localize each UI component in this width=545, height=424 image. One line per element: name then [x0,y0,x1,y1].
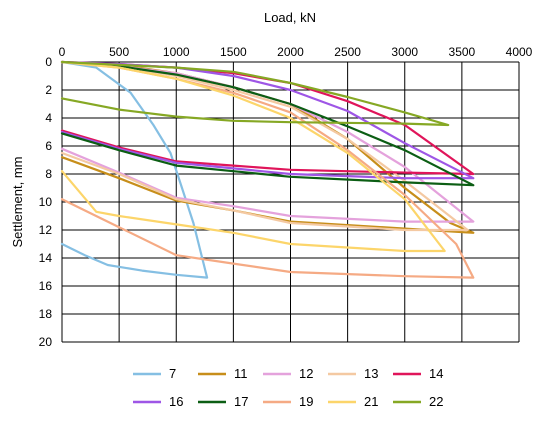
series-line-12 [60,60,475,223]
x-tick-label: 1500 [220,45,247,59]
x-tick-label: 2000 [277,45,304,59]
y-tick-label: 4 [45,111,52,125]
x-tick-label: 4000 [506,45,533,59]
legend-item-13: 13 [328,366,378,381]
x-tick-label: 1000 [163,45,190,59]
y-tick-label: 6 [45,139,52,153]
x-tick-label: 3000 [391,45,418,59]
x-tick-label: 0 [59,45,66,59]
legend-item-17: 17 [198,394,248,409]
series-line-21 [60,60,446,253]
x-tick-label: 2500 [334,45,361,59]
legend-label: 22 [429,394,443,409]
y-tick-label: 10 [39,195,53,209]
series-layer [60,60,475,279]
axis-layer: 0 500 1000 1500 2000 2500 3000 3500 4000 0 2 4 6 8 10 1… [39,45,533,349]
legend-label: 7 [169,366,176,381]
legend-item-22: 22 [393,394,443,409]
legend-item-14: 14 [393,366,443,381]
legend-item-7: 7 [133,366,176,381]
y-tick-label: 0 [45,55,52,69]
legend-label: 14 [429,366,443,381]
legend-label: 16 [169,394,183,409]
y-axis-title: Settlement, mm [10,156,25,247]
legend-item-12: 12 [263,366,313,381]
y-tick-label: 2 [45,83,52,97]
y-tick-label: 16 [39,279,53,293]
legend-label: 13 [364,366,378,381]
y-tick-label: 12 [39,223,53,237]
y-tick-label: 20 [39,335,53,349]
series-line-13 [60,60,469,232]
series-line-22 [60,60,450,127]
legend-label: 19 [299,394,313,409]
series-line-17 [60,60,475,187]
x-tick-label: 500 [109,45,129,59]
x-axis-title: Load, kN [264,10,316,25]
y-tick-label: 8 [45,167,52,181]
legend-item-21: 21 [328,394,378,409]
legend-label: 11 [234,366,248,381]
y-tick-label: 14 [39,251,53,265]
x-tick-label: 3500 [449,45,476,59]
legend: 7 11 12 13 14 16 17 19 21 22 [133,366,443,409]
legend-label: 12 [299,366,313,381]
legend-label: 21 [364,394,378,409]
legend-label: 17 [234,394,248,409]
legend-item-19: 19 [263,394,313,409]
series-line-7 [60,60,209,279]
legend-item-11: 11 [198,366,248,381]
y-tick-label: 18 [39,307,53,321]
legend-item-16: 16 [133,394,183,409]
